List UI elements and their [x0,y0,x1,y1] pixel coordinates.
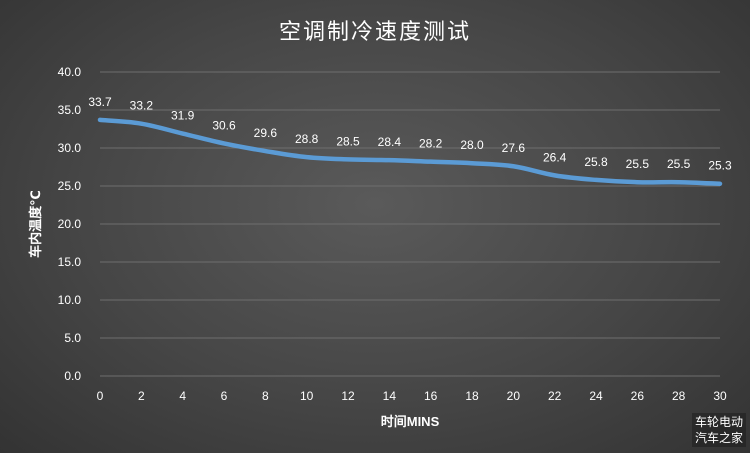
x-tick-label: 2 [138,389,145,403]
data-label: 28.2 [419,137,443,151]
x-tick-label: 22 [548,389,562,403]
y-tick-label: 20.0 [58,217,82,231]
x-tick-label: 30 [713,389,727,403]
data-label: 25.8 [584,155,608,169]
x-axis-title: 时间MINS [381,414,440,429]
data-label: 28.0 [460,138,484,152]
x-axis-ticks: 0 2 4 6 8 10 12 14 16 18 20 22 24 26 28 30 [97,389,727,403]
x-tick-label: 14 [383,389,397,403]
watermark: 车轮电动 汽车之家 [691,413,746,447]
data-label: 30.6 [212,118,236,132]
data-label: 33.2 [130,99,154,113]
y-tick-label: 35.0 [58,103,82,117]
x-tick-label: 16 [424,389,438,403]
y-tick-label: 10.0 [58,293,82,307]
y-tick-label: 5.0 [64,331,81,345]
y-tick-label: 25.0 [58,179,82,193]
data-label: 25.5 [626,157,650,171]
x-tick-label: 24 [589,389,603,403]
x-tick-label: 8 [262,389,269,403]
data-label: 28.4 [378,135,402,149]
x-tick-label: 0 [97,389,104,403]
y-tick-label: 40.0 [58,65,82,79]
data-labels: 33.7 33.2 31.9 30.6 29.6 28.8 28.5 28.4 28.2 28.0… [88,95,732,173]
watermark-line-1: 车轮电动 [694,415,743,429]
data-label: 26.4 [543,150,567,164]
data-label: 28.5 [336,134,360,148]
y-tick-label: 15.0 [58,255,82,269]
watermark-line-2: 汽车之家 [694,431,743,445]
data-label: 27.6 [502,141,526,155]
data-label: 28.8 [295,132,319,146]
y-axis-ticks: 0.0 5.0 10.0 15.0 20.0 25.0 30.0 35.0 40.0 [58,65,82,383]
x-tick-label: 4 [179,389,186,403]
x-tick-label: 6 [221,389,228,403]
y-tick-label: 30.0 [58,141,82,155]
data-label: 25.5 [667,157,691,171]
x-tick-label: 20 [507,389,521,403]
x-tick-label: 18 [465,389,479,403]
data-label: 33.7 [88,95,112,109]
y-axis-title: 车内温度℃ [28,190,43,258]
x-tick-label: 10 [300,389,314,403]
data-label: 29.6 [254,126,278,140]
gridlines [100,71,720,377]
data-label: 31.9 [171,109,195,123]
y-tick-label: 0.0 [64,369,81,383]
series-group [97,117,723,186]
x-tick-label: 12 [341,389,355,403]
chart-title: 空调制冷速度测试 [278,20,471,45]
x-tick-label: 26 [631,389,645,403]
series-line [97,117,723,186]
x-tick-label: 28 [672,389,686,403]
data-label: 25.3 [708,159,732,173]
